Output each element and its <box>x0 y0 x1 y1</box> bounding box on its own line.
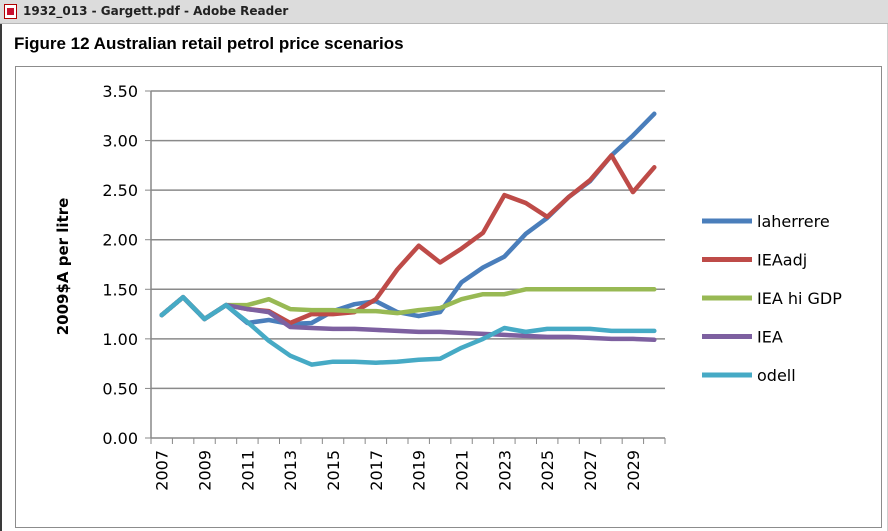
y-tick-label: 1.50 <box>102 280 138 299</box>
y-axis-label: 2009$A per litre <box>54 198 72 336</box>
y-tick-label: 2.00 <box>102 231 138 250</box>
x-tick-label: 2015 <box>324 450 343 491</box>
y-tick-label: 0.00 <box>102 429 138 448</box>
legend-label: laherrere <box>757 212 830 231</box>
pdf-document-icon <box>4 4 17 19</box>
legend-label: IEA hi GDP <box>757 289 842 308</box>
x-tick-label: 2007 <box>153 450 172 491</box>
x-tick-label: 2025 <box>538 450 557 491</box>
x-tick-label: 2009 <box>196 450 215 491</box>
x-tick-label: 2019 <box>410 450 429 491</box>
x-tick-label: 2013 <box>281 450 300 491</box>
figure-title: Figure 12 Australian retail petrol price… <box>14 34 404 53</box>
y-tick-label: 2.50 <box>102 181 138 200</box>
x-tick-label: 2017 <box>367 450 386 491</box>
series-line <box>159 294 657 343</box>
legend-label: IEAadj <box>757 251 807 270</box>
x-tick-label: 2021 <box>453 450 472 491</box>
series-line <box>159 294 657 367</box>
window-titlebar: 1932_013 - Gargett.pdf - Adobe Reader <box>0 0 888 24</box>
legend-label: odell <box>757 366 796 385</box>
x-tick-label: 2029 <box>624 450 643 491</box>
x-tick-label: 2011 <box>238 450 257 491</box>
y-tick-label: 0.50 <box>102 379 138 398</box>
x-tick-label: 2023 <box>495 450 514 491</box>
series-line <box>159 287 657 322</box>
y-tick-label: 1.00 <box>102 330 138 349</box>
window-title: 1932_013 - Gargett.pdf - Adobe Reader <box>23 4 289 18</box>
x-tick-label: 2027 <box>581 450 600 491</box>
y-tick-label: 3.00 <box>102 132 138 151</box>
y-tick-label: 3.50 <box>102 82 138 101</box>
series-line <box>159 111 657 327</box>
legend-label: IEA <box>757 328 783 347</box>
